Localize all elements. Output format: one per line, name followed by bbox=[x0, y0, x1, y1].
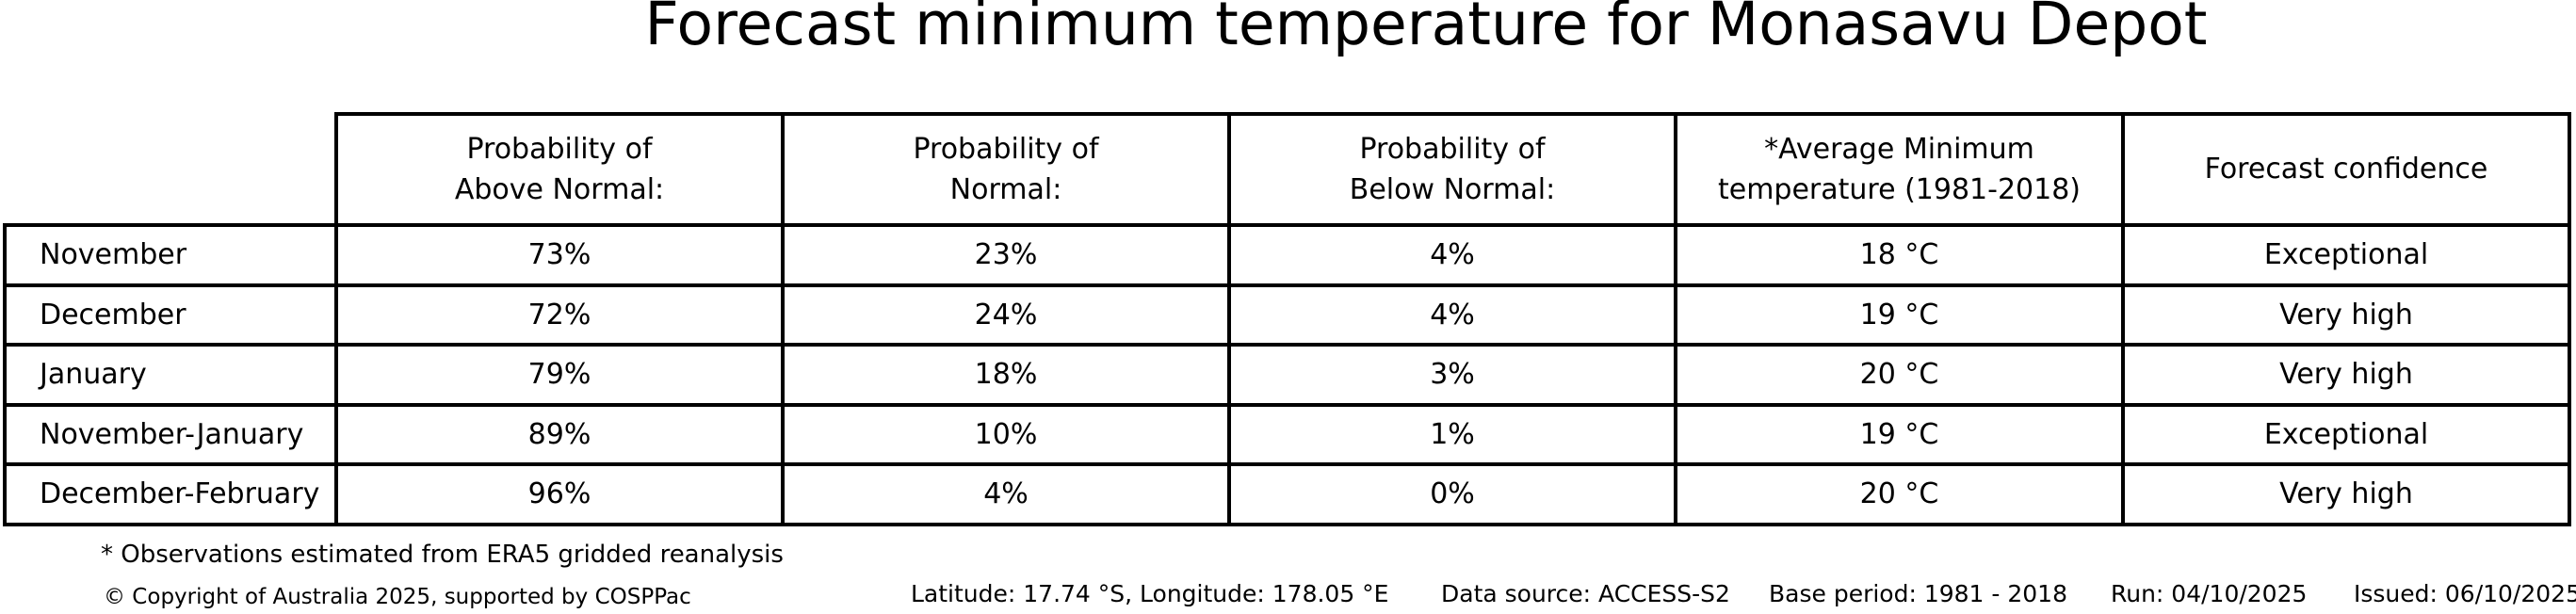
row-label: November bbox=[3, 223, 338, 287]
avg-min-temp-value: 20 °C bbox=[1674, 462, 2125, 526]
avg-min-temp-value: 19 °C bbox=[1674, 402, 2125, 466]
prob-normal-value: 18% bbox=[781, 343, 1231, 407]
prob-above-normal-value: 89% bbox=[334, 402, 785, 466]
forecast-table: Probability of Above Normal: Probability… bbox=[3, 112, 2571, 526]
prob-above-normal-value: 96% bbox=[334, 462, 785, 526]
prob-above-normal-value: 79% bbox=[334, 343, 785, 407]
prob-above-normal-value: 73% bbox=[334, 223, 785, 287]
header-cell-prob-normal: Probability of Normal: bbox=[781, 112, 1231, 227]
table-row-december-february: December-February 96% 4% 0% 20 °C Very h… bbox=[3, 462, 2571, 526]
table-row-november-january: November-January 89% 10% 1% 19 °C Except… bbox=[3, 402, 2571, 466]
prob-normal-value: 4% bbox=[781, 462, 1231, 526]
forecast-confidence-value: Very high bbox=[2121, 283, 2571, 347]
forecast-confidence-value: Very high bbox=[2121, 462, 2571, 526]
row-label: December-February bbox=[3, 462, 338, 526]
prob-below-normal-value: 3% bbox=[1227, 343, 1677, 407]
prob-normal-value: 10% bbox=[781, 402, 1231, 466]
copyright-text: © Copyright of Australia 2025, supported… bbox=[104, 585, 691, 609]
prob-below-normal-value: 4% bbox=[1227, 223, 1677, 287]
row-label: January bbox=[3, 343, 338, 407]
data-source-text: Data source: ACCESS-S2 bbox=[1441, 580, 1730, 607]
table-row-november: November 73% 23% 4% 18 °C Exceptional bbox=[3, 223, 2571, 287]
row-label: November-January bbox=[3, 402, 338, 466]
table-row-january: January 79% 18% 3% 20 °C Very high bbox=[3, 343, 2571, 407]
avg-min-temp-value: 18 °C bbox=[1674, 223, 2125, 287]
prob-normal-value: 24% bbox=[781, 283, 1231, 347]
footnote: * Observations estimated from ERA5 gridd… bbox=[101, 541, 784, 569]
avg-min-temp-value: 19 °C bbox=[1674, 283, 2125, 347]
header-cell-prob-above-normal: Probability of Above Normal: bbox=[334, 112, 785, 227]
header-cell-prob-below-normal: Probability of Below Normal: bbox=[1227, 112, 1677, 227]
location-text: Latitude: 17.74 °S, Longitude: 178.05 °E bbox=[911, 580, 1389, 607]
row-label: December bbox=[3, 283, 338, 347]
header-cell-avg-min-temp: *Average Minimum temperature (1981-2018) bbox=[1674, 112, 2125, 227]
page-title: Forecast minimum temperature for Monasav… bbox=[644, 0, 2208, 58]
prob-below-normal-value: 0% bbox=[1227, 462, 1677, 526]
run-date-text: Run: 04/10/2025 bbox=[2111, 580, 2308, 607]
table-row-december: December 72% 24% 4% 19 °C Very high bbox=[3, 283, 2571, 347]
prob-below-normal-value: 4% bbox=[1227, 283, 1677, 347]
avg-min-temp-value: 20 °C bbox=[1674, 343, 2125, 407]
table-corner-cell bbox=[5, 114, 336, 225]
table-header-row: Probability of Above Normal: Probability… bbox=[5, 112, 2571, 227]
issued-date-text: Issued: 06/10/2025 bbox=[2354, 580, 2576, 607]
prob-normal-value: 23% bbox=[781, 223, 1231, 287]
prob-above-normal-value: 72% bbox=[334, 283, 785, 347]
forecast-confidence-value: Exceptional bbox=[2121, 223, 2571, 287]
header-cell-forecast-confidence: Forecast confidence bbox=[2121, 112, 2571, 227]
prob-below-normal-value: 1% bbox=[1227, 402, 1677, 466]
forecast-confidence-value: Very high bbox=[2121, 343, 2571, 407]
base-period-text: Base period: 1981 - 2018 bbox=[1769, 580, 2067, 607]
forecast-confidence-value: Exceptional bbox=[2121, 402, 2571, 466]
